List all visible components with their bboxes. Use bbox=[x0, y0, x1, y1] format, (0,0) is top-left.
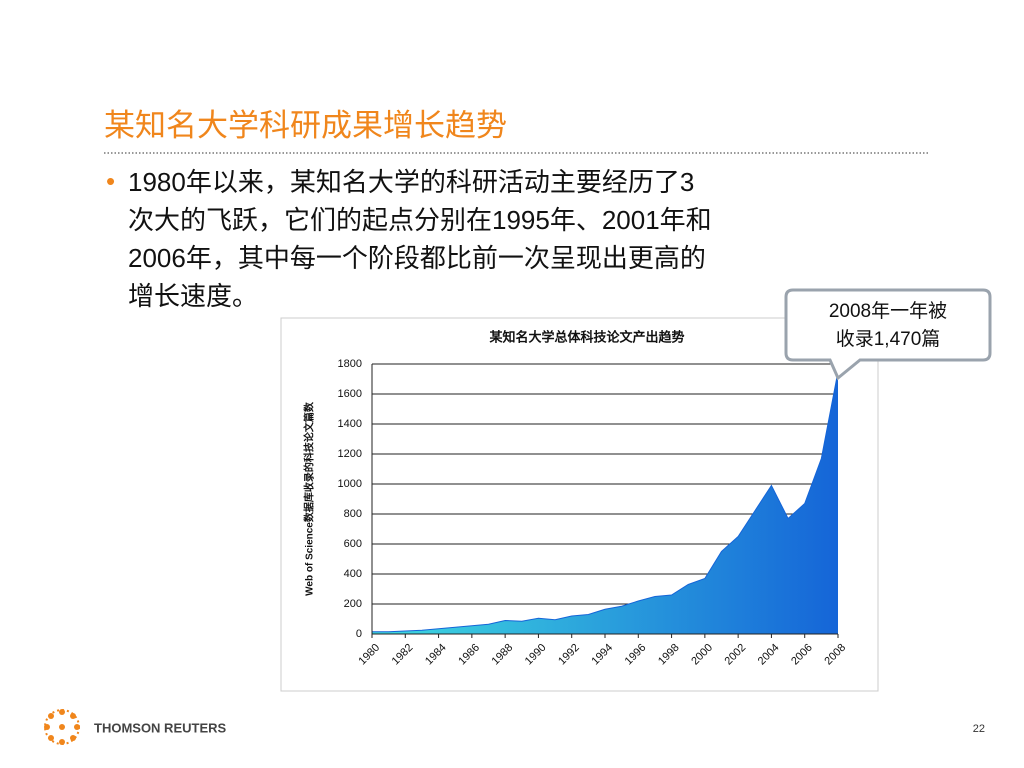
chart-frame bbox=[280, 317, 879, 692]
callout-box bbox=[784, 288, 992, 381]
y-tick-label: 1000 bbox=[338, 478, 362, 490]
chart-title: 某知名大学总体科技论文产出趋势 bbox=[488, 329, 684, 344]
y-tick-label: 600 bbox=[344, 538, 362, 550]
y-tick-label: 800 bbox=[344, 508, 362, 520]
callout-line: 2008年一年被 bbox=[829, 300, 947, 322]
area-outline bbox=[372, 371, 839, 633]
slide-title: 某知名大学科研成果增长趋势 bbox=[104, 108, 507, 143]
brand-logo bbox=[44, 709, 80, 745]
y-axis-label: Web of Science数据库收录的科技论文篇数 bbox=[303, 401, 316, 596]
y-tick-label: 200 bbox=[344, 598, 362, 610]
bullet-line: 1980年以来，某知名大学的科研活动主要经历了3 bbox=[128, 167, 694, 197]
y-tick-label: 0 bbox=[356, 628, 362, 640]
y-tick-label: 1400 bbox=[338, 418, 362, 430]
page-number: 22 bbox=[973, 723, 985, 735]
brand-name: THOMSON REUTERS bbox=[94, 720, 227, 735]
y-tick-label: 400 bbox=[344, 568, 362, 580]
bullet-line: 增长速度。 bbox=[128, 281, 258, 311]
area-fill bbox=[372, 371, 838, 634]
bullet-line: 次大的飞跃，它们的起点分别在1995年、2001年和 bbox=[128, 205, 712, 235]
bullet-text: 1980年以来，某知名大学的科研活动主要经历了3 次大的飞跃，它们的起点分别在19… bbox=[128, 167, 712, 311]
y-tick-label: 1600 bbox=[338, 388, 362, 400]
bullet-line: 2006年，其中每一个阶段都比前一次呈现出更高的 bbox=[128, 243, 706, 273]
callout-line: 收录1,470篇 bbox=[836, 328, 941, 350]
bullet-dot: • bbox=[106, 166, 115, 196]
y-tick-label: 1200 bbox=[338, 448, 362, 460]
y-tick-label: 1800 bbox=[338, 358, 362, 370]
